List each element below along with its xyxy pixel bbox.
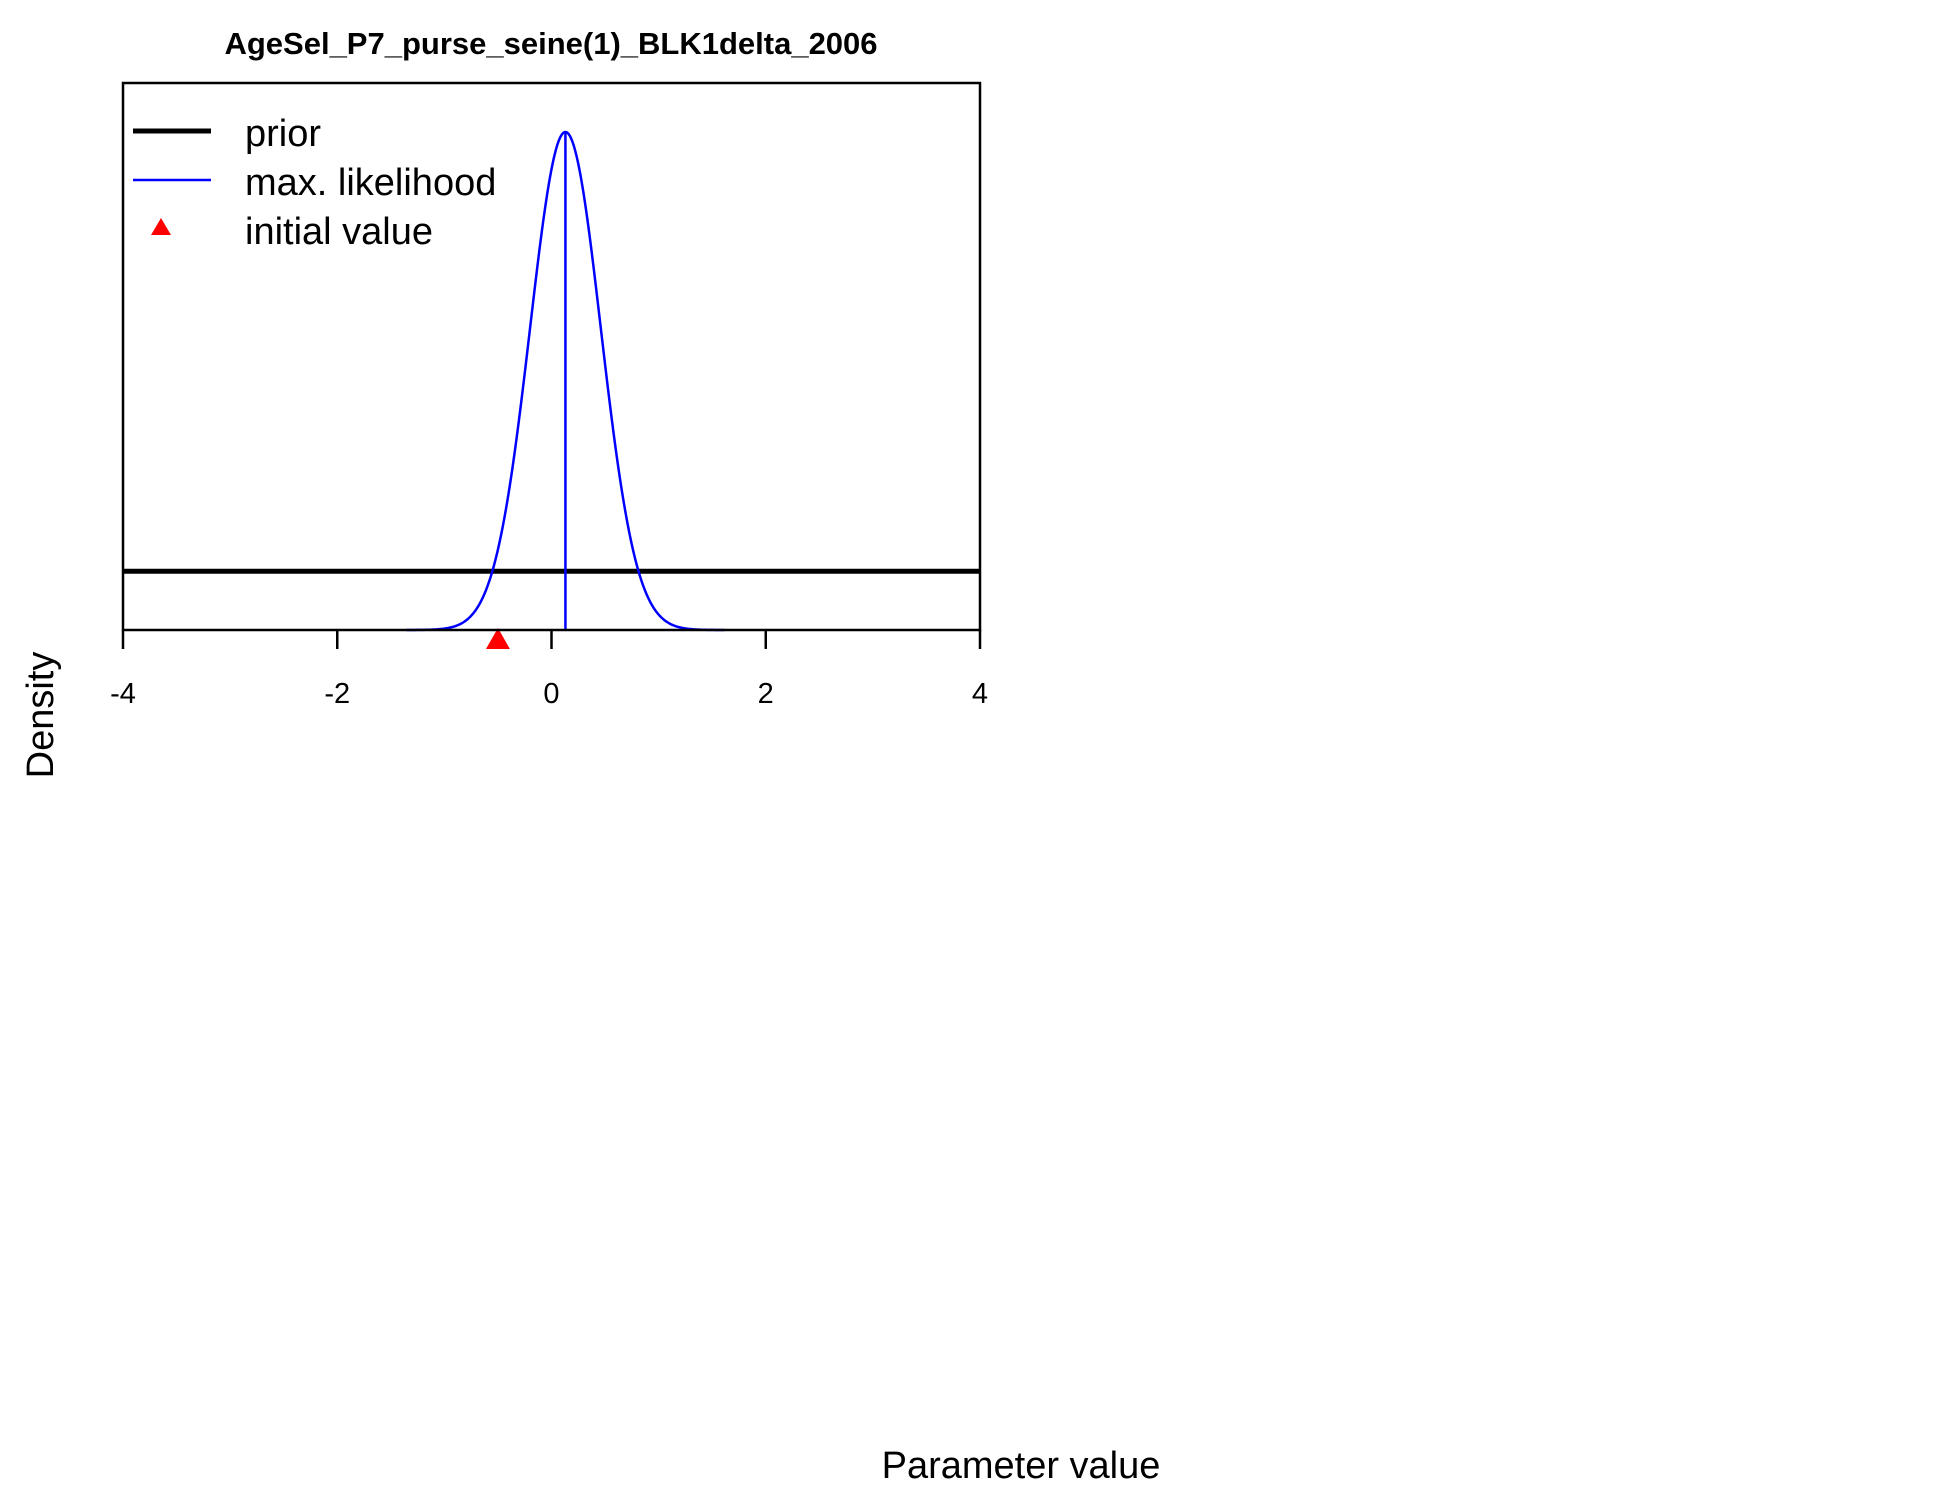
x-tick-label: 4 bbox=[972, 678, 988, 710]
legend-label: initial value bbox=[245, 211, 433, 253]
legend: prior max. likelihood initial value bbox=[133, 113, 496, 253]
x-axis-title: Parameter value bbox=[882, 1445, 1161, 1487]
legend-label: prior bbox=[245, 113, 321, 155]
y-axis-title: Density bbox=[20, 652, 62, 779]
x-axis: -4 -2 0 2 4 bbox=[110, 630, 988, 710]
x-tick-label: 0 bbox=[543, 678, 559, 710]
legend-label: max. likelihood bbox=[245, 162, 496, 204]
x-tick-label: 2 bbox=[758, 678, 774, 710]
chart-title: AgeSel_P7_purse_seine(1)_BLK1delta_2006 bbox=[224, 26, 877, 61]
x-tick-label: -4 bbox=[110, 678, 136, 710]
x-tick-label: -2 bbox=[324, 678, 350, 710]
initial-value-marker bbox=[485, 628, 510, 649]
legend-initial-value-swatch bbox=[151, 218, 171, 235]
plot-area bbox=[123, 130, 980, 649]
